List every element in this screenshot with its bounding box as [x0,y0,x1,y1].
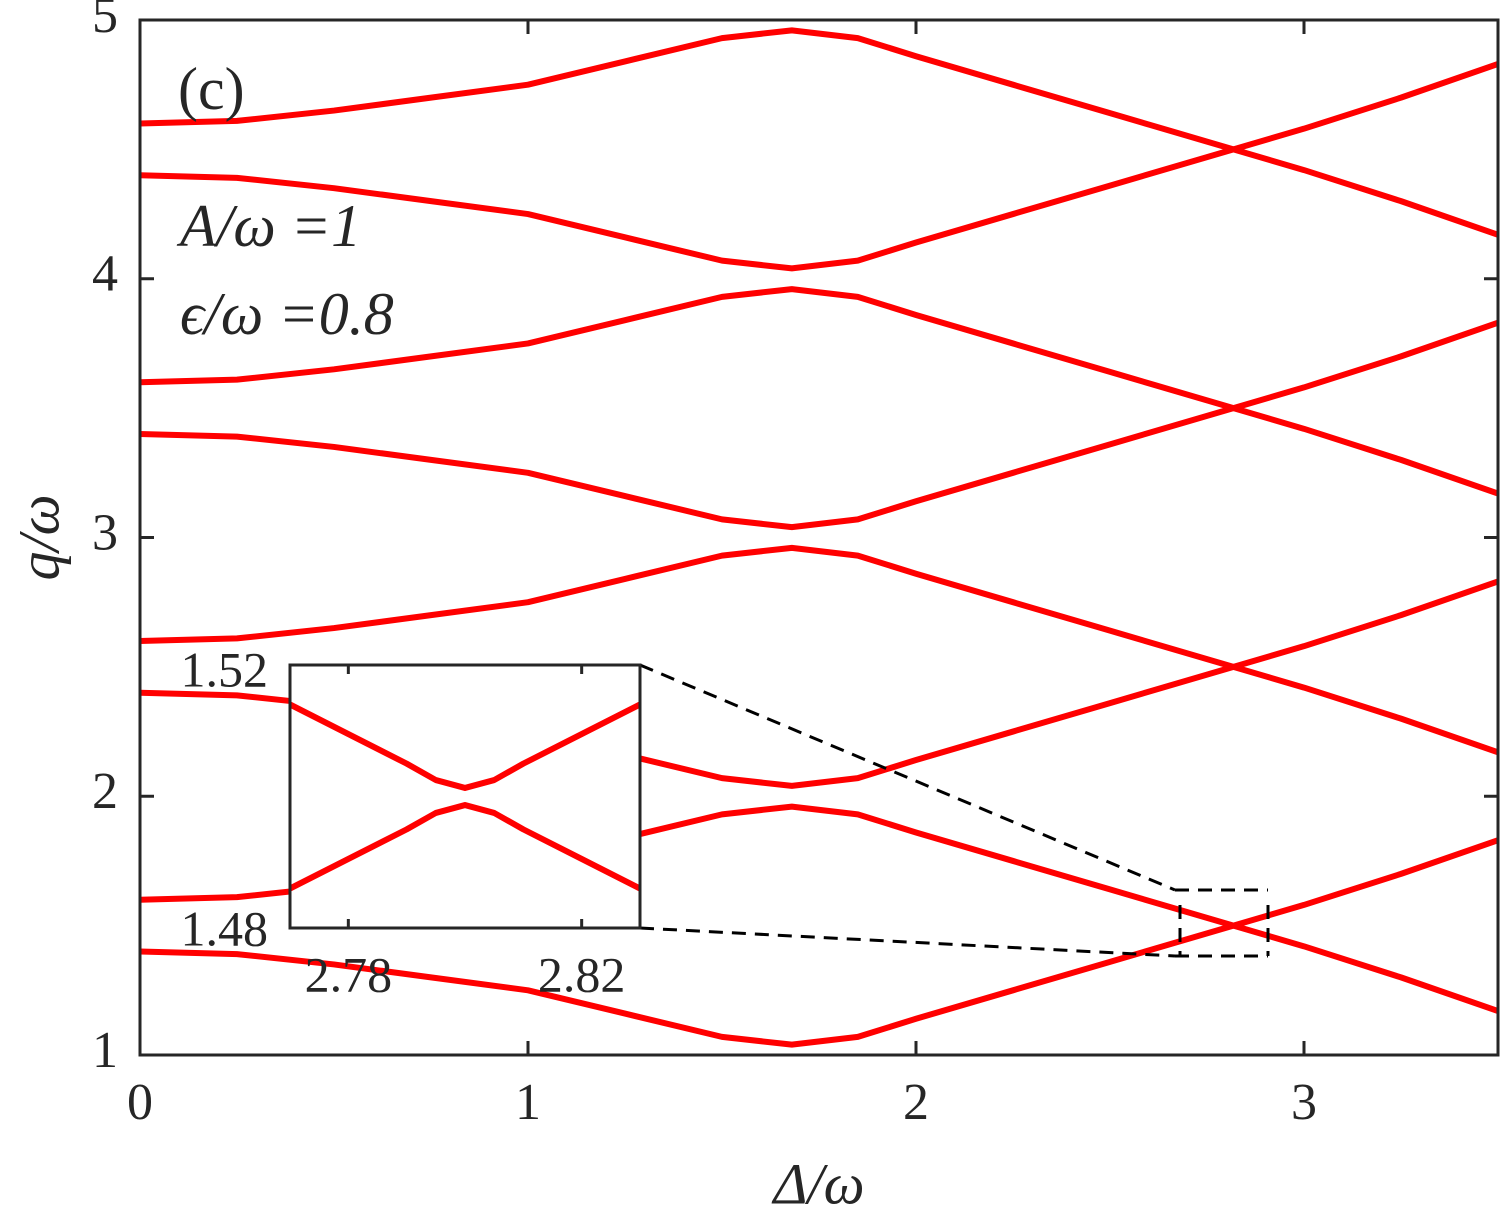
curve [140,286,1498,497]
y-axis-label: q/ω [6,494,71,580]
x-tick-label: 0 [127,1074,153,1131]
y-tick-label: 3 [92,504,118,561]
curve [140,837,1498,1048]
curve [290,701,640,791]
annotation: A/ω =1 [176,193,361,259]
y-tick-label: 4 [92,246,118,303]
curve [140,544,1498,756]
zoom-connector [639,663,1176,892]
zoom-connector [639,926,1176,958]
curve [140,61,1498,272]
y-tick-label: 1.48 [181,900,269,956]
y-tick-label: 5 [92,0,118,44]
y-tick-label: 1 [92,1022,118,1079]
x-tick-label: 2.82 [538,946,626,1002]
curve [290,802,640,892]
inset-background [290,665,640,928]
axes-box [288,663,642,930]
annotation: (c) [178,56,245,122]
y-tick-label: 2 [92,763,118,820]
y-tick-label: 1.52 [181,641,269,697]
x-tick-label: 3 [1291,1074,1317,1131]
zoom-box [1175,888,1270,958]
curve [140,27,1498,238]
x-tick-label: 2 [903,1074,929,1131]
plot-area [290,701,640,892]
annotation: ϵ/ω =0.8 [180,281,394,347]
curve [140,319,1498,531]
x-axis-label: Δ/ω [771,1151,864,1216]
x-tick-label: 1 [515,1074,541,1131]
x-tick-label: 2.78 [305,946,393,1002]
